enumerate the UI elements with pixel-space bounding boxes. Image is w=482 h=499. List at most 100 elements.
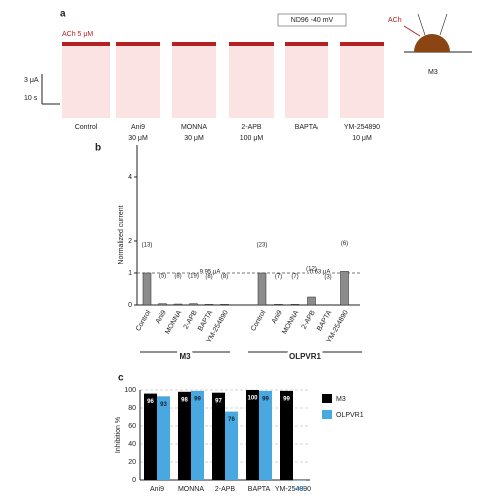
stimulus-window: [116, 46, 160, 118]
n-label: (13): [142, 243, 153, 249]
y-tick-label: 1: [128, 270, 132, 277]
bar: [191, 390, 204, 480]
y-tick-label: 2: [128, 238, 132, 245]
n-label: (7): [291, 274, 298, 280]
n-label: (3): [324, 275, 331, 281]
x-tick-label: BAPTA: [248, 486, 271, 493]
condition-label: BAPTAᵢ: [295, 124, 319, 131]
reference-label: 0.63 μA: [310, 270, 331, 276]
stimulus-bar: [116, 42, 160, 46]
bar: [290, 304, 300, 306]
n-label: (7): [275, 274, 282, 280]
panel-label: a: [60, 9, 66, 20]
x-tick-label: Control: [135, 309, 153, 332]
value-label: 76: [228, 417, 235, 423]
bar: [280, 390, 293, 480]
stimulus-bar: [229, 42, 274, 46]
condition-label: MONNA: [181, 124, 207, 131]
bar: [212, 392, 225, 480]
cell-receptor: [414, 34, 450, 52]
y-tick-label: 20: [128, 459, 136, 466]
bar: [189, 303, 198, 306]
value-label: 97: [215, 398, 222, 404]
y-tick-label: 0: [132, 477, 136, 484]
stimulus-window: [229, 46, 274, 118]
value-label: 99: [194, 396, 201, 402]
y-tick-label: 100: [124, 387, 136, 394]
group-label: M3: [179, 352, 191, 361]
x-tick-label: MONNA: [178, 486, 204, 493]
bar: [173, 303, 183, 306]
n-label: (8): [174, 274, 181, 280]
arrow: [403, 25, 421, 37]
value-label: 100: [247, 396, 258, 402]
stimulus-bar: [62, 42, 110, 46]
condition-dose: 30 μM: [128, 135, 148, 142]
bar: [340, 271, 349, 306]
n-label: (19): [188, 273, 199, 279]
y-tick-label: 0: [128, 302, 132, 309]
n-label: (12): [306, 267, 317, 273]
bar: [225, 411, 238, 480]
stimulus-window: [340, 46, 384, 118]
value-label: 99: [283, 396, 290, 402]
condition-label: Ani9: [131, 124, 145, 131]
bar: [157, 396, 170, 480]
legend-label: M3: [336, 396, 346, 403]
n-label: (5): [159, 273, 166, 279]
bar: [259, 390, 272, 480]
n-label: (8): [221, 274, 228, 280]
n-label: (8): [205, 274, 212, 280]
condition-dose: 10 μM: [352, 135, 372, 142]
panel-label: b: [95, 143, 101, 154]
bar: [204, 304, 214, 306]
bar: [257, 272, 267, 306]
bar: [142, 272, 152, 306]
y-tick-label: 4: [128, 174, 132, 181]
bar: [220, 304, 229, 306]
bar: [158, 303, 167, 306]
bar: [144, 393, 157, 480]
condition-dose: 100 μM: [240, 135, 264, 142]
n-label: (23): [257, 243, 268, 249]
x-tick-label: BAPTA: [316, 309, 333, 332]
bar: [274, 304, 283, 306]
y-tick-label: 60: [128, 423, 136, 430]
x-tick-label: MONNA: [281, 309, 300, 335]
holding-label: ND96 -40 mV: [291, 17, 334, 24]
bar: [178, 391, 191, 480]
condition-label: YM-254890: [344, 124, 380, 131]
panel-label: c: [118, 373, 124, 384]
legend-swatch: [322, 410, 332, 419]
electrode: [439, 13, 448, 36]
scale-time: 10 s: [24, 95, 38, 102]
x-tick-label: Control: [250, 309, 268, 332]
scale-current: 3 μA: [24, 77, 39, 84]
legend-swatch: [322, 394, 332, 403]
reference-label: 9.95 μA: [200, 270, 221, 276]
condition-label: 2-APB: [241, 124, 262, 131]
receptor-label: M3: [428, 69, 438, 76]
holding-box: [277, 13, 347, 27]
stimulus-window: [172, 46, 216, 118]
value-label: -0.3: [294, 487, 305, 493]
stimulus-label: ACh 5 μM: [62, 31, 93, 38]
legend-label: OLPVR1: [336, 412, 364, 419]
x-tick-label: Ani9: [155, 309, 168, 325]
n-label: (6): [341, 241, 348, 247]
bar: [307, 296, 316, 306]
value-label: 98: [181, 397, 188, 403]
stimulus-window: [62, 46, 110, 118]
ligand-label: ACh: [388, 17, 402, 24]
condition-dose: 30 μM: [184, 135, 204, 142]
stimulus-bar: [285, 42, 328, 46]
condition-label: Control: [75, 124, 98, 131]
x-tick-label: 2-APB: [215, 486, 236, 493]
electrode: [417, 13, 426, 36]
stimulus-bar: [340, 42, 384, 46]
bar: [246, 390, 259, 480]
y-tick-label: 80: [128, 405, 136, 412]
y-axis-label: Inhibition %: [115, 417, 122, 453]
group-label: OLPVR1: [289, 352, 322, 361]
